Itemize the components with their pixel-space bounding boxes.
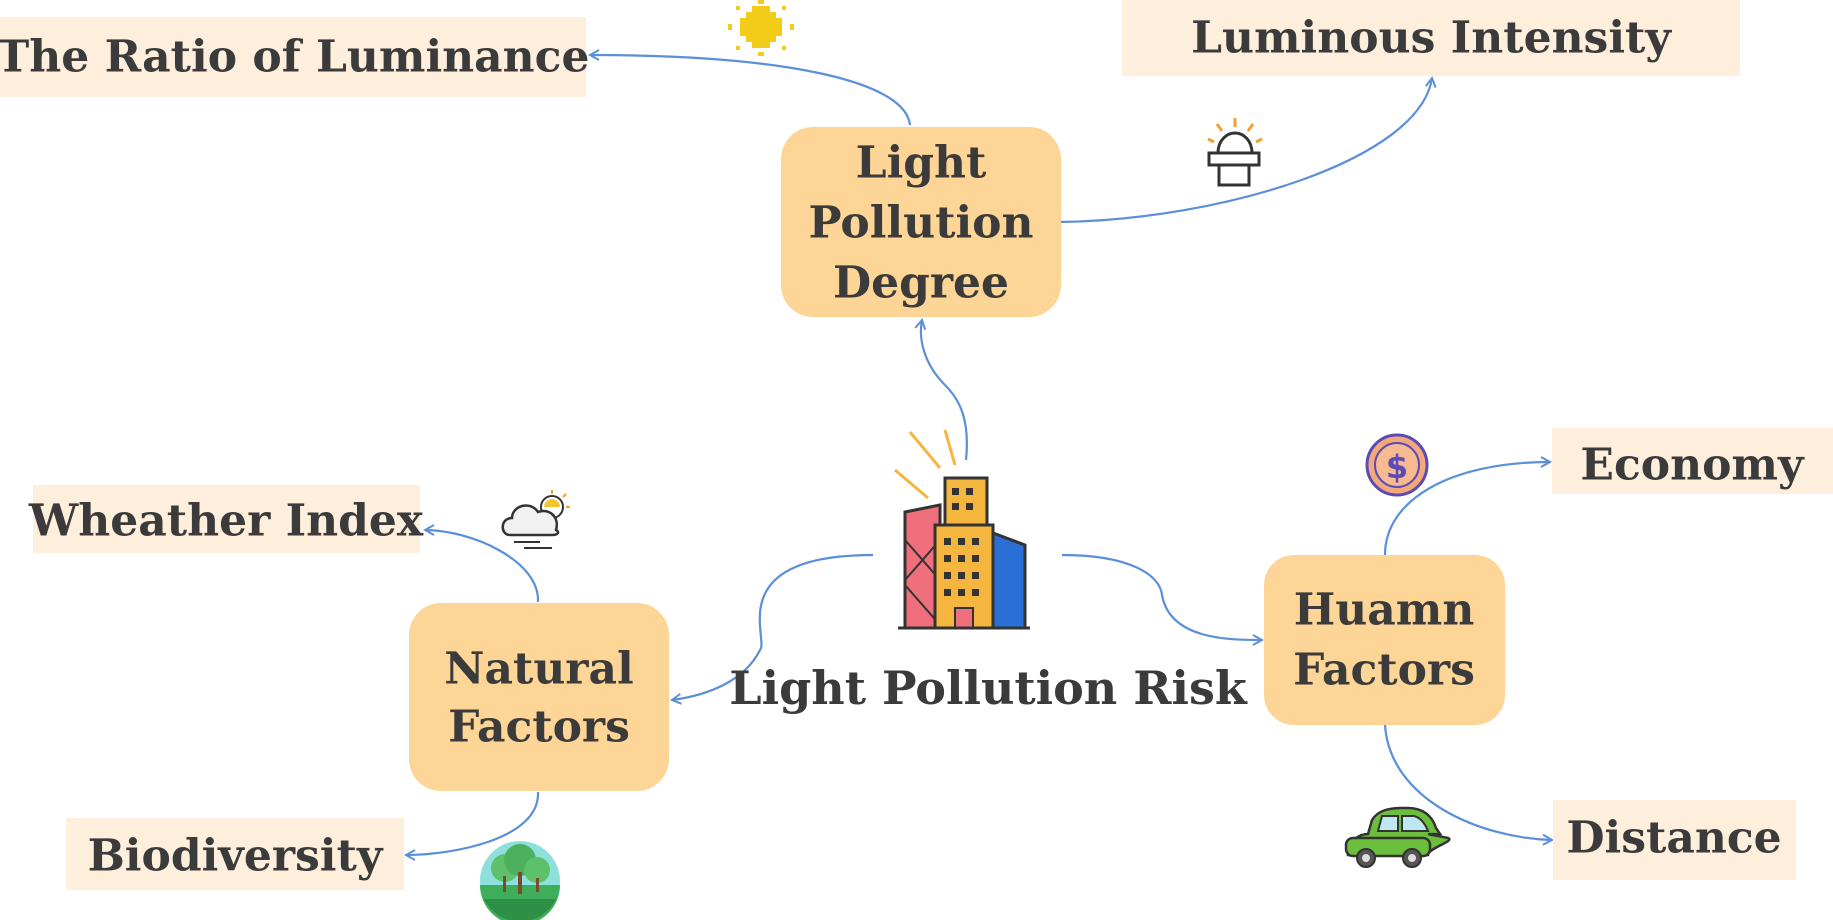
edge-center-to-natural <box>672 553 874 700</box>
leaf-luminous-intensity[interactable]: Luminous Intensity <box>1122 0 1740 76</box>
leaf-luminous-intensity-label: Luminous Intensity <box>1191 13 1672 64</box>
node-natural-line-2: Factors <box>448 702 630 753</box>
leaf-biodiversity-label: Biodiversity <box>88 831 384 882</box>
leaf-ratio-of-luminance-label: The Ratio of Luminance <box>0 32 589 83</box>
lamp-icon <box>1207 118 1263 187</box>
node-human-factors[interactable]: Huamn Factors <box>1264 555 1505 725</box>
sun-icon <box>728 0 794 56</box>
edge-degree-to-ratio <box>590 55 912 126</box>
node-degree-line-3: Degree <box>833 258 1009 309</box>
node-degree-line-2: Pollution <box>808 198 1033 249</box>
node-natural-factors[interactable]: Natural Factors <box>409 603 669 791</box>
leaf-distance[interactable]: Distance <box>1553 800 1796 880</box>
center-label: Light Pollution Risk <box>729 661 1248 715</box>
car-icon <box>1344 806 1451 868</box>
edge-natural-to-biodiversity <box>406 791 540 855</box>
dollar-coin-icon: $ <box>1365 433 1429 497</box>
leaf-ratio-of-luminance[interactable]: The Ratio of Luminance <box>0 17 589 97</box>
node-light-pollution-degree[interactable]: Light Pollution Degree <box>781 127 1061 317</box>
leaf-weather-index-label: Wheather Index <box>28 496 424 547</box>
node-human-line-2: Factors <box>1293 645 1475 696</box>
leaf-economy-label: Economy <box>1580 440 1805 491</box>
svg-text:$: $ <box>1386 448 1408 486</box>
edge-center-to-degree <box>921 320 968 461</box>
edges <box>406 55 1552 855</box>
center-city-buildings-icon <box>894 429 1030 630</box>
edge-human-to-distance <box>1383 724 1552 840</box>
node-degree-line-1: Light <box>856 138 987 189</box>
node-natural-line-1: Natural <box>444 644 633 695</box>
forest-icon <box>480 841 560 920</box>
edge-center-to-human <box>1061 553 1262 640</box>
leaf-distance-label: Distance <box>1566 813 1781 864</box>
edge-human-to-economy <box>1383 462 1550 556</box>
leaf-economy[interactable]: Economy <box>1552 428 1833 494</box>
cloud-sun-icon <box>501 490 570 549</box>
node-human-line-1: Huamn <box>1294 585 1475 636</box>
edge-degree-to-intensity <box>1059 78 1432 224</box>
leaf-weather-index[interactable]: Wheather Index <box>28 485 424 553</box>
edge-natural-to-weather <box>425 530 540 603</box>
leaf-biodiversity[interactable]: Biodiversity <box>66 818 404 890</box>
